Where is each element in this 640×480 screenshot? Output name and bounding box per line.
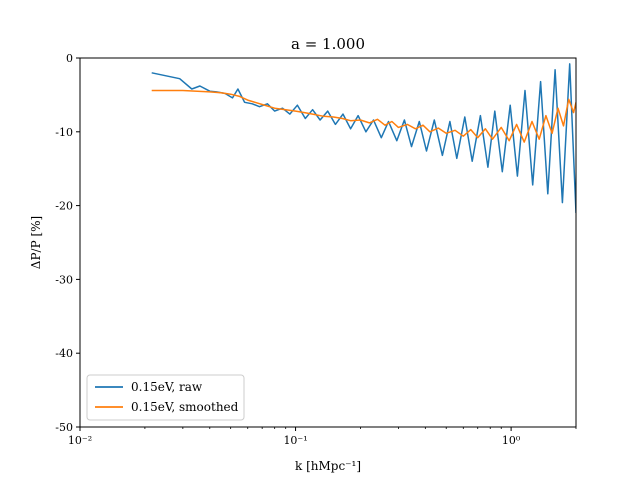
x-tick-label-1: 10⁻²: [68, 434, 92, 447]
x-tick-label-3: 10⁰: [502, 434, 521, 447]
series-layer: [151, 63, 576, 214]
y-tick-label-6: -50: [55, 421, 73, 434]
legend: 0.15eV, raw 0.15eV, smoothed: [86, 374, 245, 421]
plot-frame: [79, 57, 577, 428]
series-line-2: [151, 89, 576, 143]
legend-label-2: 0.15eV, smoothed: [131, 400, 239, 414]
y-tick-label-1: 0: [66, 52, 73, 65]
x-tick-label-2: 10⁻¹: [283, 434, 307, 447]
y-tick-label-2: -10: [55, 126, 73, 139]
x-axis-label: k [hMpc⁻¹]: [295, 459, 361, 473]
x-axis-ticks: 10⁻² 10⁻¹ 10⁰: [68, 427, 577, 447]
y-tick-label-4: -30: [55, 273, 73, 286]
legend-label-1: 0.15eV, raw: [131, 380, 203, 394]
series-line-1: [151, 63, 576, 214]
legend-box: [86, 374, 245, 421]
y-axis-label: ΔP/P [%]: [29, 216, 43, 269]
y-tick-label-5: -40: [55, 347, 73, 360]
chart-title: a = 1.000: [291, 35, 365, 53]
y-axis-ticks: 0 -10 -20 -30 -40 -50: [55, 52, 80, 434]
y-tick-label-3: -20: [55, 200, 73, 213]
